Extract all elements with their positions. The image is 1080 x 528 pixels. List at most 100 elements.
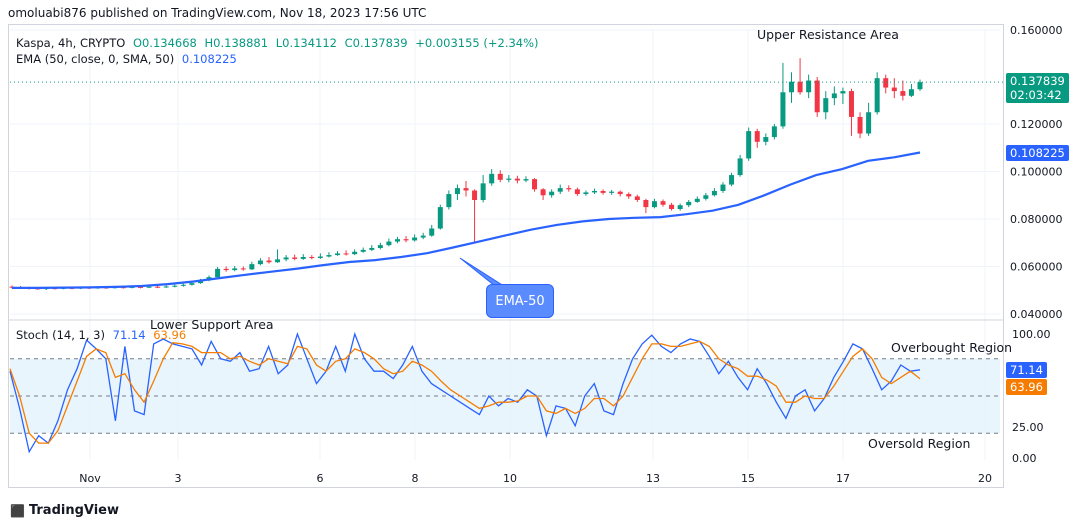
candle-body	[806, 80, 812, 93]
candle-body	[429, 228, 435, 236]
candle-body	[583, 192, 589, 195]
candle-body	[746, 131, 752, 159]
candle-body	[677, 205, 683, 210]
candle-body	[763, 137, 769, 142]
candle-body	[720, 184, 726, 191]
candle-body	[335, 253, 341, 256]
candle-body	[540, 189, 546, 196]
candle-body	[840, 91, 846, 94]
candle-body	[703, 195, 709, 199]
candle-body	[283, 257, 289, 260]
change-value: +0.003155 (+2.34%)	[415, 36, 539, 50]
candle-body	[377, 245, 383, 248]
candle-body	[866, 112, 872, 134]
candle-body	[532, 179, 538, 190]
price-tick-label: 0.060000	[1010, 261, 1063, 274]
candle-body	[266, 260, 272, 263]
price-legend: Kaspa, 4h, CRYPTO O0.134668 H0.138881 L0…	[16, 36, 543, 50]
oversold-label: Oversold Region	[868, 436, 971, 451]
candle-body	[155, 286, 161, 288]
candle-body	[275, 259, 281, 263]
candle-body	[754, 131, 760, 142]
price-tick-label: 0.080000	[1010, 213, 1063, 226]
candle-body	[591, 190, 597, 193]
candle-body	[472, 190, 478, 200]
tradingview-logo-icon: ⬛	[10, 503, 25, 518]
ema-callout: EMA-50	[486, 284, 554, 318]
candle-body	[848, 91, 854, 117]
candle-body	[797, 81, 803, 93]
publish-banner: omoluabi876 published on TradingView.com…	[8, 6, 427, 20]
candle-body	[891, 87, 897, 92]
low-value: L0.134112	[275, 36, 337, 50]
lower-support-label: Lower Support Area	[150, 317, 274, 332]
candle-body	[240, 268, 246, 270]
overbought-label: Overbought Region	[891, 340, 1013, 355]
candle-body	[454, 188, 460, 195]
candle-body	[729, 175, 735, 185]
candle-body	[300, 257, 306, 259]
candle-body	[317, 256, 323, 258]
candle-body	[908, 89, 914, 96]
stoch-tick-label: 0.00	[1012, 452, 1037, 465]
stoch-d-badge: 63.96	[1006, 379, 1047, 395]
candle-body	[900, 91, 906, 96]
time-tick-label: 20	[978, 472, 992, 485]
candle-body	[489, 173, 495, 184]
candle-body	[823, 98, 829, 113]
candle-body	[257, 260, 263, 265]
candle-body	[557, 188, 563, 192]
time-tick-label: 10	[503, 472, 517, 485]
candle-body	[626, 194, 632, 197]
stoch-k-value: 71.14	[112, 328, 146, 342]
candle-body	[326, 255, 332, 257]
brand-label[interactable]: TradingView	[28, 503, 120, 518]
candle-body	[446, 194, 452, 208]
candle-body	[617, 191, 623, 195]
candle-body	[394, 239, 400, 242]
candle-body	[549, 191, 555, 196]
time-tick-label: 6	[317, 472, 324, 485]
candle-body	[780, 92, 786, 127]
last-price: 0.137839	[1010, 74, 1065, 88]
candle-body	[420, 235, 426, 238]
stoch-tick-label: 100.00	[1012, 328, 1051, 341]
time-tick-label: 15	[741, 472, 755, 485]
candle-body	[386, 241, 392, 246]
stoch-line-d	[9, 340, 921, 444]
candle-body	[917, 82, 923, 90]
stoch-d-value: 63.96	[153, 328, 187, 342]
candle-body	[574, 189, 580, 195]
candle-body	[215, 268, 221, 278]
candle-body	[403, 239, 409, 241]
close-value: C0.137839	[344, 36, 408, 50]
last-price-badge: 0.137839 02:03:42	[1006, 73, 1069, 103]
candle-body	[523, 179, 529, 181]
candle-body	[669, 204, 675, 210]
candle-body	[609, 191, 615, 193]
symbol-label: Kaspa, 4h, CRYPTO	[16, 36, 126, 50]
candle-body	[686, 201, 692, 206]
candle-body	[711, 190, 717, 196]
ema-price-badge: 0.108225	[1006, 145, 1069, 161]
time-tick-label: 3	[175, 472, 182, 485]
candle-body	[771, 126, 777, 138]
candle-body	[249, 264, 255, 270]
candle-body	[309, 257, 315, 258]
candle-body	[189, 283, 195, 285]
candle-body	[232, 268, 238, 271]
candle-body	[643, 200, 649, 208]
stoch-line-k	[9, 331, 921, 454]
candle-body	[737, 158, 743, 176]
candle-body	[874, 78, 880, 113]
price-tick-label: 0.040000	[1010, 308, 1063, 321]
chart-frame	[8, 24, 1004, 488]
candle-body	[137, 286, 143, 288]
candle-body	[223, 268, 229, 271]
candle-body	[789, 81, 795, 93]
upper-resistance-label: Upper Resistance Area	[757, 27, 899, 42]
stoch-legend: Stoch (14, 1, 3) 71.14 63.96	[16, 328, 190, 342]
candle-body	[437, 207, 443, 229]
candle-body	[369, 247, 375, 250]
